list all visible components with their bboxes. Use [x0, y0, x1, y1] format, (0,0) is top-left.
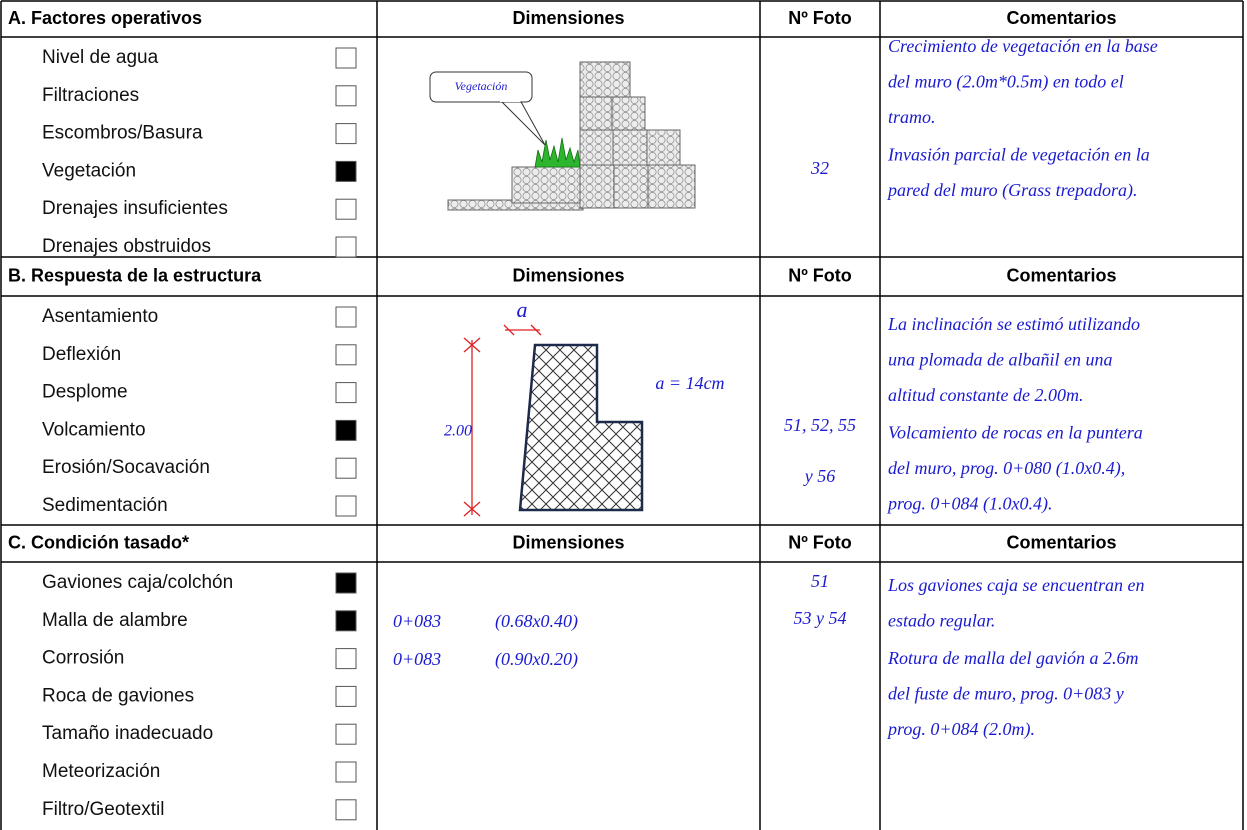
- comment-line: del fuste de muro, prog. 0+083 y: [888, 684, 1124, 704]
- item-label: Gaviones caja/colchón: [42, 572, 233, 593]
- checkbox: [335, 47, 357, 69]
- item-label: Malla de alambre: [42, 610, 188, 631]
- measure: (0.68x0.40): [495, 611, 578, 632]
- measure: (0.90x0.20): [495, 649, 578, 670]
- comment-line: Volcamiento de rocas en la puntera: [888, 423, 1143, 443]
- item-label: Erosión/Socavación: [42, 457, 210, 478]
- checkbox: [335, 685, 357, 707]
- comment-line: estado regular.: [888, 611, 995, 631]
- comment-line: prog. 0+084 (1.0x0.4).: [886, 494, 1052, 515]
- station: 0+083: [393, 649, 441, 669]
- photo-number: 32: [810, 158, 829, 178]
- checkbox: [335, 610, 357, 632]
- item-label: Asentamiento: [42, 306, 158, 327]
- comment-line: Crecimiento de vegetación en la base: [888, 36, 1158, 56]
- section-title: B. Respuesta de la estructura: [8, 265, 262, 285]
- checkbox: [335, 198, 357, 220]
- comment-line: pared del muro (Grass trepadora).: [886, 180, 1138, 201]
- item-label: Corrosión: [42, 648, 124, 669]
- column-header: Nº Foto: [788, 8, 852, 28]
- gabion-diagram: Vegetación: [429, 61, 696, 211]
- column-header: Comentarios: [1006, 265, 1116, 285]
- checkbox: [335, 648, 357, 670]
- checkbox: [335, 306, 357, 328]
- comment-line: una plomada de albañil en una: [888, 350, 1112, 370]
- dim-a-label: a: [517, 297, 528, 322]
- section-title: A. Factores operativos: [8, 8, 202, 28]
- column-header: Comentarios: [1006, 8, 1116, 28]
- item-label: Drenajes insuficientes: [42, 198, 228, 219]
- column-header: Nº Foto: [788, 265, 852, 285]
- wall-diagram: a a = 14cm 2.00: [444, 297, 725, 517]
- checkbox: [335, 344, 357, 366]
- column-header: Comentarios: [1006, 532, 1116, 552]
- photo-number: 53 y 54: [794, 608, 847, 628]
- photo-number: 51: [811, 571, 829, 591]
- checkbox: [335, 123, 357, 145]
- item-label: Escombros/Basura: [42, 123, 203, 144]
- checkbox: [335, 495, 357, 517]
- comment-line: Los gaviones caja se encuentran en: [887, 575, 1144, 595]
- checkbox: [335, 236, 357, 258]
- comment-line: tramo.: [888, 107, 936, 127]
- measure-list: 0+083 (0.68x0.40) 0+083 (0.90x0.20): [393, 611, 578, 670]
- section-title: C. Condición tasado*: [8, 532, 189, 552]
- photo-number: 51, 52, 55: [784, 415, 856, 435]
- checkbox: [335, 572, 357, 594]
- item-label: Drenajes obstruidos: [42, 236, 211, 257]
- callout-label: Vegetación: [455, 79, 508, 93]
- comment-line: La inclinación se estimó utilizando: [887, 314, 1140, 334]
- comment-line: Invasión parcial de vegetación en la: [887, 145, 1150, 165]
- checkbox: [335, 799, 357, 821]
- comment-line: del muro (2.0m*0.5m) en todo el: [888, 72, 1124, 93]
- column-header: Dimensiones: [512, 8, 624, 28]
- checkbox: [335, 160, 357, 182]
- item-label: Volcamiento: [42, 419, 146, 440]
- comment-line: altitud constante de 2.00m.: [888, 385, 1083, 405]
- item-label: Deflexión: [42, 344, 121, 365]
- column-header: Nº Foto: [788, 532, 852, 552]
- checkbox: [335, 457, 357, 479]
- item-label: Filtraciones: [42, 85, 139, 106]
- station: 0+083: [393, 611, 441, 631]
- column-header: Dimensiones: [512, 265, 624, 285]
- column-header: Dimensiones: [512, 532, 624, 552]
- checkbox: [335, 382, 357, 404]
- item-label: Filtro/Geotextil: [42, 799, 164, 820]
- checkbox: [335, 723, 357, 745]
- comment-line: prog. 0+084 (2.0m).: [886, 719, 1035, 740]
- item-label: Sedimentación: [42, 495, 168, 516]
- checkbox: [335, 761, 357, 783]
- item-label: Tamaño inadecuado: [42, 723, 213, 744]
- height-label: 2.00: [444, 423, 472, 440]
- dim-a-value: a = 14cm: [655, 373, 724, 393]
- item-label: Nivel de agua: [42, 47, 159, 68]
- item-label: Desplome: [42, 382, 128, 403]
- checkbox: [335, 85, 357, 107]
- comment-line: del muro, prog. 0+080 (1.0x0.4),: [888, 458, 1125, 479]
- comment-line: Rotura de malla del gavión a 2.6m: [887, 648, 1138, 668]
- item-label: Meteorización: [42, 761, 160, 782]
- checkbox: [335, 419, 357, 441]
- photo-number: y 56: [803, 466, 836, 486]
- item-label: Roca de gaviones: [42, 685, 194, 706]
- item-label: Vegetación: [42, 160, 136, 181]
